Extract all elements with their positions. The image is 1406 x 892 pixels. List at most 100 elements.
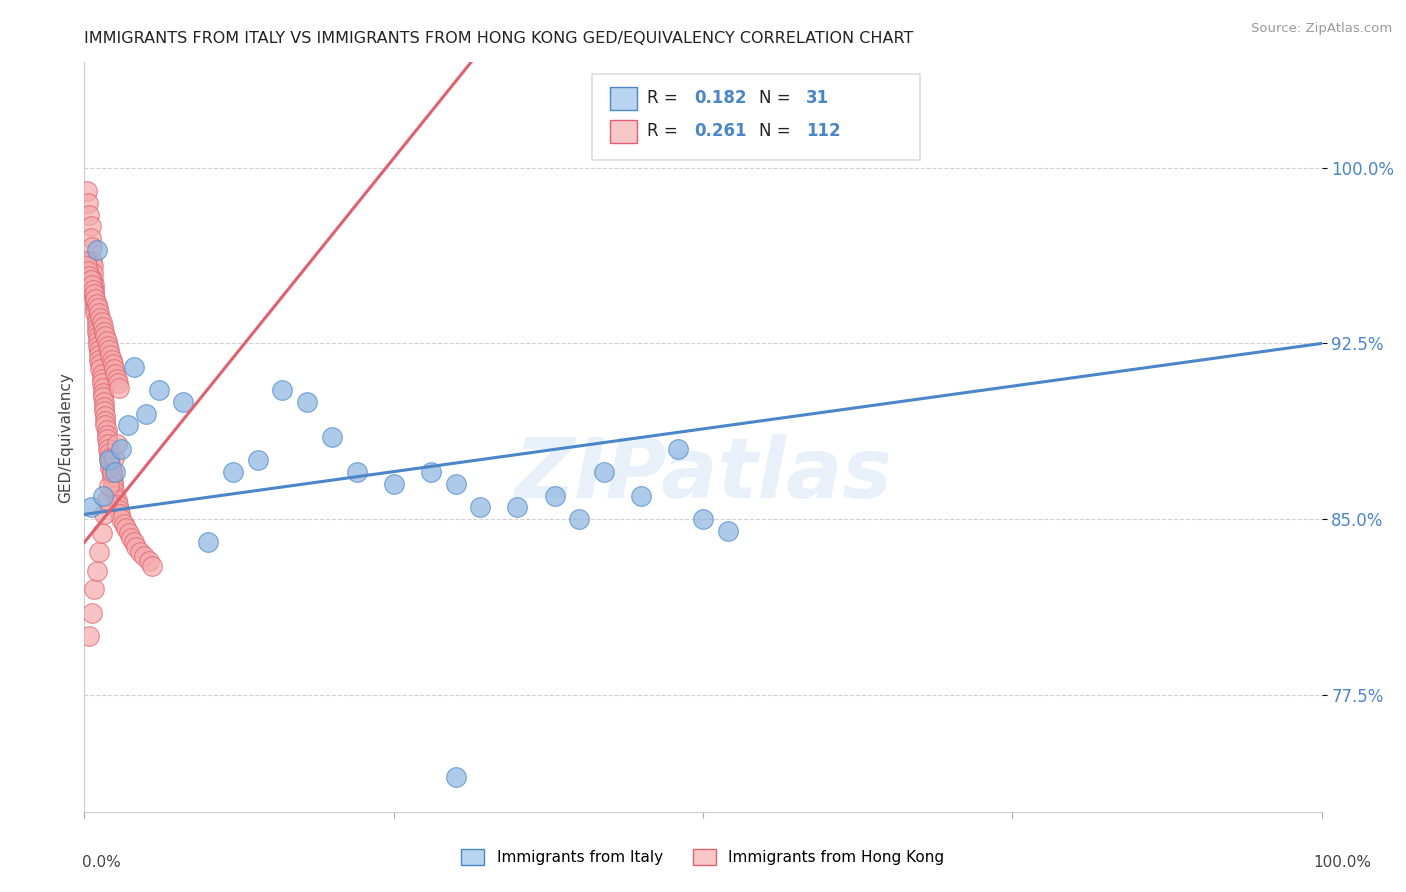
Text: Source: ZipAtlas.com: Source: ZipAtlas.com (1251, 22, 1392, 36)
Point (419, 465, 441, 479)
Point (122, 535, 145, 549)
Point (470, 500, 492, 515)
Point (148, 384, 170, 398)
Point (110, 442, 132, 456)
Point (506, 500, 529, 515)
Point (98, 446, 121, 460)
Point (100, 470, 122, 484)
Point (295, 395, 318, 409)
Point (86, 325, 108, 339)
Point (94, 409, 117, 423)
Point (89, 343, 111, 358)
Point (90, 376, 112, 391)
Point (91, 381, 114, 395)
Point (98, 453, 121, 467)
Point (101, 358, 124, 372)
Point (84, 296, 107, 310)
Point (197, 535, 219, 549)
Point (80, 254, 103, 268)
Point (86, 564, 108, 578)
Point (86, 296, 108, 310)
Point (129, 545, 152, 559)
Point (84, 292, 107, 306)
Point (103, 451, 125, 466)
Text: 0.0%: 0.0% (82, 855, 121, 870)
Point (89, 545, 111, 559)
Point (90, 526, 112, 541)
Point (87, 339, 110, 353)
Point (84, 306, 107, 320)
Point (90, 367, 112, 381)
Point (93, 400, 115, 414)
Point (98, 460, 121, 475)
Point (82, 266, 104, 280)
Point (79, 629, 101, 643)
Point (96, 493, 118, 508)
Point (444, 770, 467, 784)
Point (91, 489, 114, 503)
Point (666, 442, 689, 456)
Point (105, 437, 128, 451)
Point (93, 325, 115, 339)
Point (89, 358, 111, 372)
Point (89, 306, 111, 320)
Point (94, 418, 117, 433)
Point (246, 453, 269, 467)
Point (98, 343, 121, 358)
Point (89, 352, 111, 367)
Point (93, 404, 115, 418)
Point (87, 334, 110, 348)
Point (107, 376, 129, 391)
Point (83, 287, 105, 301)
Point (82, 283, 104, 297)
Point (117, 418, 139, 433)
Point (79, 268, 101, 283)
Point (93, 508, 115, 522)
Point (86, 315, 108, 329)
Text: ZIPatlas: ZIPatlas (515, 434, 891, 515)
Point (630, 489, 652, 503)
Point (118, 526, 141, 541)
Point (444, 477, 467, 491)
Point (77, 264, 100, 278)
Point (82, 273, 104, 287)
Point (97, 339, 120, 353)
Point (100, 465, 122, 479)
Point (76, 259, 98, 273)
Point (80, 606, 103, 620)
Point (76, 184, 98, 198)
Point (90, 315, 112, 329)
Point (692, 512, 714, 526)
FancyBboxPatch shape (610, 120, 637, 143)
Point (79, 500, 101, 515)
Point (75, 254, 97, 268)
Point (80, 240, 103, 254)
Point (103, 483, 125, 498)
Point (104, 367, 127, 381)
Point (568, 512, 591, 526)
Point (89, 310, 111, 325)
Point (101, 475, 124, 489)
Point (107, 498, 129, 512)
Point (97, 437, 120, 451)
Point (98, 456, 121, 470)
FancyBboxPatch shape (610, 87, 637, 110)
Point (112, 516, 135, 531)
Point (93, 395, 115, 409)
Point (382, 477, 405, 491)
Text: 31: 31 (806, 89, 828, 107)
Point (96, 423, 118, 437)
FancyBboxPatch shape (592, 74, 920, 160)
Point (98, 479, 121, 493)
Point (79, 273, 101, 287)
Point (82, 259, 104, 273)
Point (83, 277, 105, 292)
Point (91, 390, 114, 404)
Point (86, 243, 108, 257)
Point (543, 489, 565, 503)
Point (98, 348, 121, 362)
Point (89, 362, 111, 376)
Text: 112: 112 (806, 122, 841, 140)
Point (103, 362, 125, 376)
Point (132, 549, 155, 564)
